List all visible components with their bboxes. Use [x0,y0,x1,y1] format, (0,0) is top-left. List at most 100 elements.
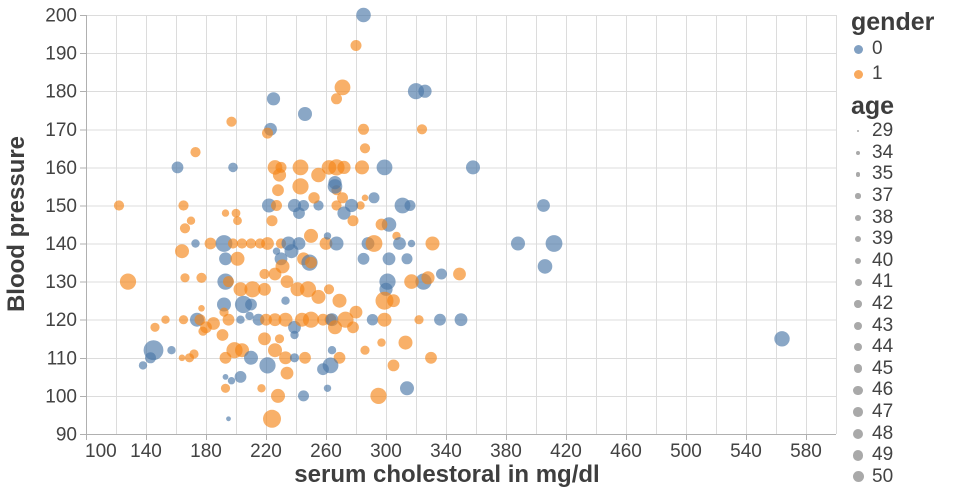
data-point[interactable] [347,321,359,334]
data-point[interactable] [299,281,317,298]
data-point[interactable] [266,215,278,227]
data-point[interactable] [191,239,200,248]
data-point[interactable] [407,239,416,248]
data-point[interactable] [292,159,309,176]
data-point[interactable] [368,192,380,204]
data-point[interactable] [377,312,392,327]
data-point[interactable] [279,351,292,365]
data-point[interactable] [370,387,387,404]
data-point[interactable] [337,206,351,220]
data-point[interactable] [355,160,369,175]
data-point[interactable] [261,237,274,250]
data-point[interactable] [227,238,239,249]
data-point[interactable] [266,92,281,106]
data-point[interactable] [436,268,447,280]
data-point[interactable] [138,361,148,370]
data-point[interactable] [258,332,271,346]
data-point[interactable] [220,383,231,393]
data-point[interactable] [113,200,125,211]
data-point[interactable] [228,162,238,173]
data-point[interactable] [217,297,231,312]
data-point[interactable] [271,200,282,211]
data-point[interactable] [400,381,414,396]
data-point[interactable] [207,317,220,330]
data-point[interactable] [317,363,329,376]
data-point[interactable] [268,313,282,327]
data-point[interactable] [425,351,437,364]
data-point[interactable] [179,223,191,234]
data-point[interactable] [226,416,231,422]
data-point[interactable] [332,293,347,308]
data-point[interactable] [334,79,351,96]
data-point[interactable] [280,275,294,288]
data-point[interactable] [537,199,550,212]
data-point[interactable] [233,216,242,226]
data-point[interactable] [227,377,236,385]
data-point[interactable] [244,350,258,365]
data-point[interactable] [178,200,189,211]
data-point[interactable] [278,312,293,327]
data-point[interactable] [360,345,370,355]
data-point[interactable] [537,259,553,274]
data-point[interactable] [274,334,285,344]
data-point[interactable] [268,267,282,281]
data-point[interactable] [221,209,230,217]
data-point[interactable] [298,390,309,402]
data-point[interactable] [171,161,184,174]
data-point[interactable] [365,235,383,252]
data-point[interactable] [349,305,363,319]
data-point[interactable] [453,267,466,281]
data-point[interactable] [425,236,440,251]
data-point[interactable] [414,315,424,325]
data-point[interactable] [421,271,435,285]
data-point[interactable] [234,371,247,383]
data-point[interactable] [143,340,164,361]
data-point[interactable] [298,107,312,121]
data-point[interactable] [359,143,371,154]
data-point[interactable] [377,338,386,347]
data-point[interactable] [161,315,170,324]
data-point[interactable] [511,236,525,251]
data-point[interactable] [361,194,369,202]
data-point[interactable] [178,315,189,325]
data-point[interactable] [198,326,208,336]
data-point[interactable] [328,320,342,335]
data-point[interactable] [230,251,245,266]
data-point[interactable] [215,235,233,252]
data-point[interactable] [258,282,271,296]
data-point[interactable] [262,127,273,139]
data-point[interactable] [186,216,196,225]
data-point[interactable] [271,388,285,403]
data-point[interactable] [331,93,342,105]
data-point[interactable] [308,192,320,204]
data-point[interactable] [245,298,257,311]
data-point[interactable] [454,313,468,327]
data-point[interactable] [272,184,284,197]
data-point[interactable] [466,160,480,175]
data-point[interactable] [198,305,205,312]
data-point[interactable] [259,357,276,374]
data-point[interactable] [323,232,332,240]
data-point[interactable] [401,253,413,265]
data-point[interactable] [337,160,351,174]
data-point[interactable] [434,313,446,326]
data-point[interactable] [284,244,299,259]
data-point[interactable] [175,244,189,259]
data-point[interactable] [290,330,299,340]
data-point[interactable] [231,208,241,218]
data-point[interactable] [323,384,332,392]
data-point[interactable] [393,237,406,250]
data-point[interactable] [280,366,294,380]
data-point[interactable] [222,374,229,380]
data-point[interactable] [350,40,362,51]
data-point[interactable] [219,252,232,266]
data-point[interactable] [190,147,201,158]
data-point[interactable] [347,215,359,227]
data-point[interactable] [223,276,234,288]
data-point[interactable] [302,311,320,328]
data-point[interactable] [236,315,245,324]
data-point[interactable] [331,200,342,211]
data-point[interactable] [323,284,335,295]
data-point[interactable] [311,167,326,183]
data-point[interactable] [293,207,305,220]
